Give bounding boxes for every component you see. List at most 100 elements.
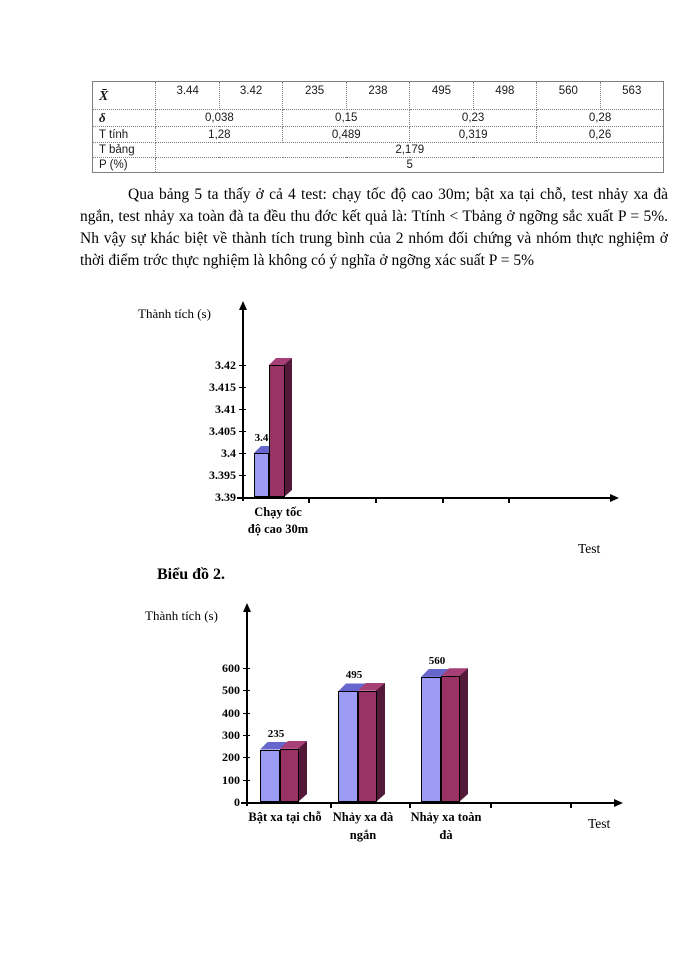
table-cell: 495 — [409, 81, 474, 110]
table-cell: T tính — [91, 126, 157, 143]
table-cell: δ — [91, 109, 157, 127]
table-cell: 2,179 — [155, 142, 664, 158]
table-cell: 238 — [345, 81, 411, 110]
x-tick-mark — [330, 804, 332, 808]
y-tick-label: 200 — [222, 750, 240, 765]
category-label: Bật xa tại chỗ — [248, 810, 322, 824]
bar-maroon-top-bevel — [358, 683, 385, 691]
category-label: ngắn — [349, 828, 377, 842]
y-axis-arrow-icon — [239, 301, 247, 310]
table-cell: 563 — [599, 81, 664, 110]
y-tick-label: 3.395 — [209, 468, 236, 482]
bar-blue-top-bevel — [254, 446, 276, 453]
y-tick-label: 3.4 — [221, 446, 236, 460]
category-label: Nhảy xa đà — [332, 810, 394, 824]
table-cell: 0,319 — [409, 126, 538, 143]
y-tick-mark — [243, 757, 250, 759]
y-tick-mark — [243, 690, 250, 692]
y-tick-label: 500 — [222, 683, 240, 698]
bar-value-label: 3.4 — [254, 432, 269, 444]
table-cell: 0,038 — [155, 109, 284, 127]
table-cell: 0,489 — [282, 126, 411, 143]
bar-blue-top-bevel — [338, 683, 366, 691]
y-tick-label: 3.42 — [215, 358, 236, 372]
bar-blue — [421, 676, 441, 802]
y-tick-label: 3.405 — [209, 424, 236, 438]
x-tick-mark — [490, 804, 492, 808]
x-axis-arrow-icon — [614, 799, 623, 807]
x-tick-mark — [409, 804, 411, 808]
x-tick-mark — [570, 804, 572, 808]
y-axis-arrow-icon — [243, 603, 251, 612]
table-cell: 3.42 — [218, 81, 284, 110]
y-tick-label: 300 — [222, 728, 240, 742]
y-tick-mark — [239, 409, 246, 410]
bar-blue — [338, 691, 358, 802]
bar-maroon-side — [298, 741, 307, 802]
y-tick-label: 3.41 — [215, 402, 236, 416]
category-label: độ cao 30m — [247, 522, 309, 536]
y-tick-mark — [239, 365, 246, 366]
y-axis-line — [246, 611, 248, 806]
x-tick-mark — [308, 499, 310, 503]
bar-value-label: 560 — [428, 654, 446, 667]
y-tick-label: 3.39 — [215, 490, 236, 504]
y-tick-label: 3.415 — [209, 380, 236, 394]
table-row-mean: X̄ 3.44 3.42 235 238 495 498 560 563 — [91, 81, 664, 110]
bar-maroon-side — [284, 358, 292, 497]
y-tick-mark — [239, 431, 246, 432]
table-cell: 3.44 — [155, 81, 220, 110]
x-axis-line — [237, 497, 610, 499]
table-cell: 0,23 — [409, 109, 538, 127]
bar-maroon-side — [459, 668, 468, 802]
bar-maroon — [358, 690, 377, 802]
x-tick-mark — [508, 499, 510, 503]
y-tick-mark — [243, 668, 250, 669]
y-tick-mark — [243, 712, 250, 714]
xbar-symbol: X̄ — [99, 89, 109, 104]
x-tick-mark — [442, 499, 444, 503]
y-tick-mark — [239, 497, 246, 498]
y-tick-mark — [239, 453, 246, 454]
bar-value-label: 495 — [345, 669, 363, 682]
y-tick-mark — [239, 475, 246, 476]
y-tick-label: 100 — [222, 772, 240, 787]
table-row-t-tinh: T tính 1,28 0,489 0,319 0,26 — [91, 126, 664, 143]
bar-maroon-side — [376, 683, 385, 802]
category-label: Nhảy xa toàn — [410, 810, 482, 824]
category-label: Chạy tốc — [254, 505, 302, 519]
bar-blue — [260, 749, 280, 802]
bar-maroon-top-bevel — [280, 741, 307, 749]
x-axis-line — [241, 802, 614, 804]
table-row-t-bang: T bảng 2,179 — [91, 142, 664, 158]
bar-value-label: 235 — [267, 727, 285, 740]
bar-blue-top-bevel — [421, 669, 449, 677]
y-tick-label: 0 — [234, 795, 240, 809]
y-tick-mark — [243, 802, 250, 803]
table-row-delta: δ 0,038 0,15 0,23 0,28 — [91, 109, 664, 127]
table-cell: 1,28 — [155, 126, 284, 143]
delta-symbol: δ — [99, 110, 106, 126]
table-cell: 560 — [536, 81, 601, 110]
paragraph: Qua bảng 5 ta thấy ở cả 4 test: chạy tốc… — [80, 186, 668, 269]
table-cell: 0,28 — [536, 109, 664, 127]
y-tick-mark — [243, 779, 250, 781]
table-cell: 498 — [472, 81, 538, 110]
y-tick-label: 600 — [222, 661, 240, 675]
chart2-title: Biểu đồ 2. — [157, 566, 226, 583]
table-row-p: P (%) 5 — [91, 157, 664, 173]
table-cell: 235 — [282, 81, 347, 110]
bar-maroon-top-bevel — [269, 358, 292, 365]
stats-table: X̄ 3.44 3.42 235 238 495 498 560 563 δ 0… — [91, 81, 664, 173]
bar-maroon — [280, 748, 299, 802]
bar-maroon — [441, 676, 460, 802]
table-cell: P (%) — [91, 157, 157, 173]
table-cell: 0,15 — [282, 109, 411, 127]
table-cell: 5 — [155, 157, 664, 173]
x-axis-arrow-icon — [610, 494, 619, 502]
chart1-x-axis-label: Test — [578, 541, 601, 556]
chart1-y-axis-label: Thành tích (s) — [138, 306, 211, 321]
bar-maroon-top-bevel — [441, 668, 468, 676]
x-tick-mark — [375, 499, 377, 503]
